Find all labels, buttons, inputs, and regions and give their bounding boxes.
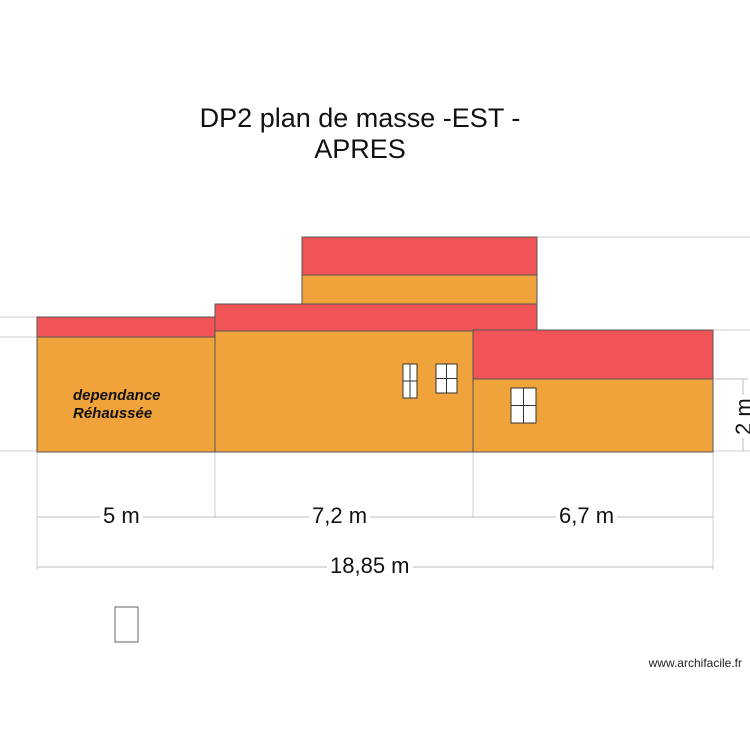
- dimension-label-segment3: 6,7 m: [556, 504, 618, 528]
- dimension-label-height: 2 m: [731, 395, 750, 438]
- dimension-label-segment2: 7,2 m: [309, 504, 371, 528]
- watermark: www.archifacile.fr: [648, 656, 742, 670]
- dependance-annotation-line1: dependance: [73, 387, 161, 404]
- dependance-annotation: dependance Réhaussée: [73, 387, 161, 423]
- window-icon: [402, 363, 418, 399]
- windows: [402, 363, 537, 424]
- dependance-roof: [36, 316, 216, 338]
- upper-wall: [301, 274, 538, 305]
- plan-title: DP2 plan de masse -EST - APRES: [150, 103, 570, 165]
- small-rectangle: [114, 606, 139, 643]
- dimension-label-segment1: 5 m: [100, 504, 143, 528]
- right-roof: [472, 329, 714, 380]
- middle-wall: [214, 330, 474, 453]
- middle-roof: [214, 303, 538, 332]
- upper-roof: [301, 236, 538, 276]
- right-wall: [472, 378, 714, 453]
- building: [36, 236, 714, 453]
- dimension-label-total: 18,85 m: [327, 554, 413, 578]
- window-icon: [510, 387, 537, 424]
- dependance-wall: [36, 336, 216, 453]
- plan-title-line2: APRES: [314, 134, 406, 164]
- window-icon: [435, 363, 458, 394]
- plan-title-line1: DP2 plan de masse -EST -: [199, 103, 521, 133]
- dependance-annotation-line2: Réhaussée: [73, 405, 153, 422]
